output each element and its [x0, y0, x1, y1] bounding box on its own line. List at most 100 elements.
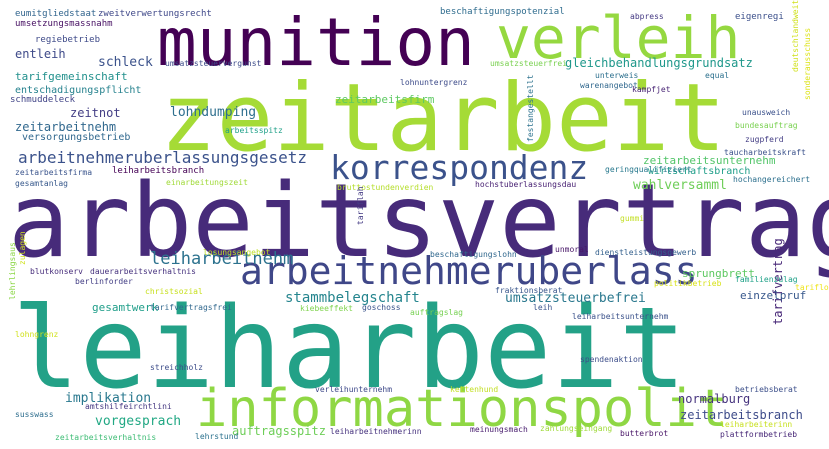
word-bundesauftrag: bundesauftrag: [735, 121, 798, 130]
word-entleih: entleih: [15, 47, 66, 61]
word-umsatzsteuerfrei: umsatzsteuerfrei: [490, 59, 567, 68]
word-gesamtanlag: gesamtanlag: [15, 179, 68, 188]
word-geringqualifiziert: geringqualifiziert: [605, 165, 692, 174]
word-gesamtwerk: gesamtwerk: [92, 301, 159, 314]
word-tarifvertrag: tarifvertrag: [771, 238, 785, 325]
word-auftragslag: auftragslag: [410, 308, 463, 317]
word-lohndumping: lohndumping: [170, 105, 256, 120]
word-fraktionsberat: fraktionsberat: [495, 286, 563, 295]
word-arbeitsvertrag: arbeitsvertrag: [8, 162, 829, 281]
word-zweitverwertungsrecht: zweitverwertungsrecht: [98, 9, 212, 19]
word-gummi: gummi: [620, 214, 644, 223]
word-dienstleistungsgewerb: dienstleistungsgewerb: [595, 248, 696, 257]
word-goschoss: goschoss: [362, 303, 401, 312]
word-lohnuntergrenz: lohnuntergrenz: [400, 78, 468, 87]
word-verleihunternehm: verleihunternehm: [315, 385, 392, 394]
word-betriebsberat: betriebsberat: [735, 385, 798, 394]
word-warenangebot: warenangebot: [580, 81, 638, 90]
word-versorgungsbetrieb: versorgungsbetrieb: [22, 132, 130, 143]
word-leiharbeitsbranch: leiharbeitsbranch: [112, 166, 204, 176]
word-arbeitnehmeruberlassungsgesetz: arbeitnehmeruberlassungsgesetz: [18, 148, 307, 167]
word-schleck: schleck: [98, 55, 153, 70]
word-equal: equal: [705, 71, 729, 80]
word-munition: munition: [157, 4, 475, 81]
word-gleichbehandlungsgrundsatz: gleichbehandlungsgrundsatz: [565, 56, 753, 70]
word-tarifvertragsfrei: tarifvertragsfrei: [150, 303, 232, 312]
word-leiharbeitnehmerinn: leiharbeitnehmerinn: [330, 427, 422, 436]
word-leiharbeit: leiharbeit: [12, 284, 686, 414]
word-leih: leih: [533, 303, 552, 312]
word-lehrstund: lehrstund: [195, 432, 239, 441]
word-losungsangebot: losungsangebot: [203, 248, 271, 257]
word-bruttostundenverdien: bruttostundenverdien: [337, 183, 434, 192]
word-arbeitnehmeruberlass: arbeitnehmeruberlass: [240, 249, 698, 293]
word-eigenregi: eigenregi: [735, 12, 784, 22]
word-umsetzungsmassnahm: umsetzungsmassnahm: [15, 19, 113, 29]
word-normalburg: normalburg: [678, 392, 750, 406]
word-zeitarbeitsfirm: zeitarbeitsfirm: [335, 93, 435, 106]
word-leiharbeiterinn: leiharbeiterinn: [720, 420, 792, 429]
word-einzelpruf: einzelpruf: [740, 289, 806, 302]
word-auftragsspitz: auftragsspitz: [232, 424, 326, 438]
word-abpress: abpress: [630, 12, 664, 21]
word-butterbrot: butterbrot: [620, 429, 668, 438]
word-wahlversamml: wahlversamml: [633, 178, 727, 193]
word-unausweich: unausweich: [742, 108, 790, 117]
word-hochstuberlassungsdau: hochstuberlassungsdau: [475, 180, 576, 189]
word-dauerarbeitsverhaltnis: dauerarbeitsverhaltnis: [90, 267, 196, 276]
word-taucharbeitskraft: taucharbeitskraft: [724, 148, 806, 157]
word-tariflah: tariflah: [356, 186, 365, 225]
word-unmoral: unmoral: [555, 245, 589, 254]
word-umsatzsteuervergunst: umsatzsteuervergunst: [165, 59, 262, 68]
word-korrespondenz: korrespondenz: [330, 148, 588, 187]
word-lohngrenz: lohngrenz: [15, 330, 59, 339]
word-arbeitsspitz: arbeitsspitz: [225, 126, 283, 135]
word-wirtschaftsbranch: wirtschaftsbranch: [648, 166, 750, 177]
word-beschaftigungspotenzial: beschaftigungspotenzial: [440, 7, 565, 17]
word-blutkonserv: blutkonserv: [30, 267, 83, 276]
word-sprungbrett: sprungbrett: [682, 267, 755, 280]
word-unterweis: unterweis: [595, 71, 639, 80]
word-tariflohn: tariflohn: [795, 283, 829, 292]
word-kettenhund: kettenhund: [450, 385, 498, 394]
word-meinungsmach: meinungsmach: [470, 425, 528, 434]
word-zeitarbeitsfirma: zeitarbeitsfirma: [15, 168, 92, 177]
word-deutschlandweit: deutschlandweit: [791, 0, 800, 72]
word-christsozial: christsozial: [145, 287, 203, 296]
word-berlinforder: berlinforder: [75, 277, 133, 286]
word-kiebeeffekt: kiebeeffekt: [300, 304, 353, 313]
word-stammbelegschaft: stammbelegschaft: [285, 290, 420, 306]
word-zeitnot: zeitnot: [70, 106, 121, 120]
word-einarbeitungszeit: einarbeitungszeit: [166, 178, 248, 187]
word-familienzulag: familienzulag: [735, 275, 798, 284]
word-zahlungseingang: zahlungseingang: [540, 424, 612, 433]
word-zeitarbeit: zeitarbeit: [160, 64, 726, 173]
word-lehrlingsaus: lehrlingsaus: [8, 242, 17, 300]
word-hochangereichert: hochangereichert: [733, 175, 810, 184]
word-leiharbeitsunternehm: leiharbeitsunternehm: [572, 312, 669, 321]
word-zeitarbeitsverhaltnis: zeitarbeitsverhaltnis: [55, 433, 156, 442]
word-informationspolit: informationspolit: [196, 379, 728, 439]
word-sonderausschuss: sonderausschuss: [803, 28, 812, 100]
word-vorgesprach: vorgesprach: [95, 414, 181, 429]
word-schmuddeleck: schmuddeleck: [10, 95, 76, 105]
word-spendenaktion: spendenaktion: [580, 355, 643, 364]
word-susswass: susswass: [15, 410, 54, 419]
word-entschadigungspflicht: entschadigungspflicht: [15, 85, 141, 96]
word-zeitarbeitsunternehm: zeitarbeitsunternehm: [643, 154, 776, 167]
word-eumitgliedstaat: eumitgliedstaat: [15, 9, 96, 19]
word-kampfjet: kampfjet: [632, 85, 671, 94]
word-festangestellt: festangestellt: [526, 74, 535, 142]
word-zeitarbeitnehm: zeitarbeitnehm: [15, 120, 116, 134]
word-amtshilfeirchtlini: amtshilfeirchtlini: [85, 402, 172, 411]
word-regiebetrieb: regiebetrieb: [35, 35, 100, 45]
word-umsatzsteuerbefrei: umsatzsteuerbefrei: [505, 291, 646, 306]
word-implikation: implikation: [65, 391, 151, 406]
word-verleih: verleih: [496, 4, 740, 72]
word-leiharbeitnehm: leiharbeitnehm: [150, 249, 293, 269]
word-zulagen: zulagen: [18, 231, 27, 265]
word-streichholz: streichholz: [150, 363, 203, 372]
word-beschaftigungslohn: beschaftigungslohn: [430, 250, 517, 259]
